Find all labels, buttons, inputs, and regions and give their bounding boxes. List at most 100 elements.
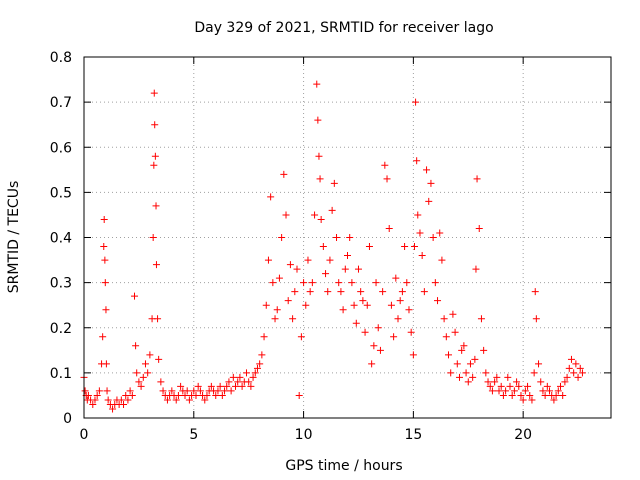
data-point bbox=[554, 387, 562, 395]
data-point bbox=[460, 342, 468, 350]
data-point bbox=[359, 297, 367, 305]
data-point bbox=[341, 265, 349, 273]
y-tick-label: 0.8 bbox=[50, 50, 72, 66]
data-point bbox=[515, 382, 523, 390]
data-point bbox=[267, 193, 275, 201]
data-point bbox=[578, 369, 586, 377]
data-point bbox=[102, 360, 110, 368]
data-point bbox=[333, 234, 341, 241]
data-point bbox=[383, 175, 391, 183]
data-point bbox=[181, 391, 189, 399]
data-point bbox=[488, 387, 496, 395]
data-point bbox=[497, 382, 505, 390]
data-point bbox=[530, 369, 538, 377]
data-point bbox=[280, 170, 288, 178]
data-point bbox=[236, 373, 244, 381]
data-point bbox=[451, 328, 459, 336]
data-point bbox=[337, 288, 345, 296]
data-point bbox=[154, 315, 162, 323]
data-point bbox=[313, 80, 321, 88]
data-point bbox=[326, 256, 334, 264]
data-point bbox=[524, 382, 532, 390]
data-point bbox=[214, 387, 222, 395]
data-point bbox=[482, 369, 490, 377]
data-point bbox=[550, 396, 558, 404]
data-point bbox=[535, 360, 543, 368]
data-point bbox=[455, 373, 463, 381]
data-point bbox=[227, 387, 235, 395]
data-point bbox=[229, 373, 237, 381]
data-point bbox=[137, 382, 145, 390]
data-point bbox=[475, 224, 483, 232]
data-point bbox=[537, 378, 545, 386]
data-point bbox=[495, 387, 503, 395]
data-point bbox=[473, 175, 481, 183]
y-tick-label: 0.7 bbox=[50, 95, 72, 111]
data-point bbox=[420, 288, 428, 296]
data-point bbox=[264, 256, 272, 264]
data-point bbox=[221, 387, 229, 395]
y-tick-label: 0.2 bbox=[50, 321, 72, 337]
data-point bbox=[149, 234, 157, 241]
data-point bbox=[185, 396, 193, 404]
data-point bbox=[413, 157, 421, 165]
data-point bbox=[232, 382, 240, 390]
data-point bbox=[365, 243, 373, 251]
data-point bbox=[141, 360, 149, 368]
data-point bbox=[146, 351, 154, 359]
data-point bbox=[234, 378, 242, 386]
data-point bbox=[131, 292, 139, 300]
data-point bbox=[392, 274, 400, 282]
data-point bbox=[104, 396, 112, 404]
data-point bbox=[89, 400, 97, 408]
data-point bbox=[418, 252, 426, 260]
data-point bbox=[574, 373, 582, 381]
data-point bbox=[258, 351, 266, 359]
data-point bbox=[256, 360, 264, 368]
data-point bbox=[570, 369, 578, 377]
data-point bbox=[95, 387, 103, 395]
data-point bbox=[260, 333, 268, 341]
data-point bbox=[414, 211, 422, 219]
data-point bbox=[346, 234, 354, 241]
data-point bbox=[462, 369, 470, 377]
data-point bbox=[502, 387, 510, 395]
data-point bbox=[412, 98, 420, 106]
data-point bbox=[304, 256, 312, 264]
data-point bbox=[335, 279, 343, 287]
data-point bbox=[135, 378, 143, 386]
data-point bbox=[155, 355, 163, 363]
x-axis-label: GPS time / hours bbox=[285, 458, 402, 474]
data-point bbox=[339, 306, 347, 314]
data-point bbox=[223, 382, 231, 390]
data-point bbox=[521, 387, 529, 395]
data-point bbox=[472, 265, 480, 273]
data-point bbox=[109, 405, 117, 413]
data-point bbox=[372, 279, 380, 287]
data-point bbox=[438, 256, 446, 264]
data-point bbox=[348, 279, 356, 287]
data-point bbox=[405, 306, 413, 314]
data-point bbox=[381, 161, 389, 169]
data-point bbox=[249, 373, 257, 381]
data-point bbox=[526, 391, 534, 399]
data-point bbox=[100, 215, 108, 223]
data-point bbox=[271, 315, 279, 323]
data-point bbox=[350, 301, 358, 309]
data-point bbox=[100, 243, 108, 251]
data-point bbox=[368, 360, 376, 368]
data-point bbox=[117, 396, 125, 404]
data-point bbox=[302, 301, 310, 309]
data-point bbox=[477, 315, 485, 323]
data-point bbox=[398, 288, 406, 296]
data-point bbox=[297, 333, 305, 341]
data-point bbox=[572, 360, 580, 368]
data-point bbox=[354, 265, 362, 273]
data-point bbox=[506, 382, 514, 390]
data-point bbox=[157, 378, 165, 386]
data-point bbox=[273, 306, 281, 314]
data-point bbox=[177, 382, 185, 390]
data-point bbox=[172, 396, 180, 404]
data-point bbox=[122, 391, 130, 399]
data-point bbox=[247, 382, 255, 390]
